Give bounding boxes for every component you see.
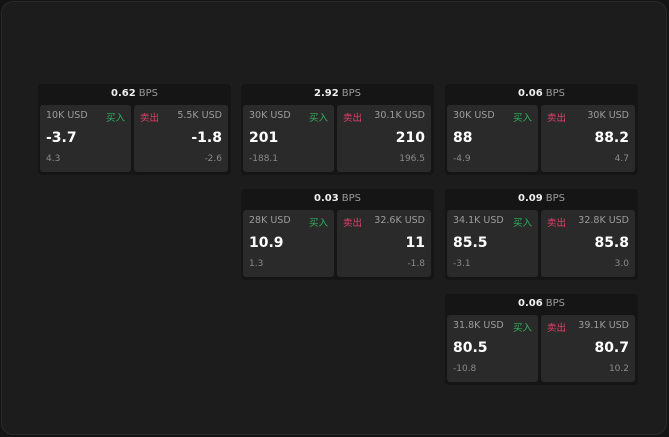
buy-label[interactable]: 买入 [512, 323, 532, 334]
ask-change: 4.7 [614, 154, 629, 164]
ask-size: 32.6K USD [374, 215, 425, 226]
quote-card: 0.62 BPS 10K USD 买入 -3.7 4.3 卖出 5.5K USD -1… [38, 84, 231, 175]
ask-size: 39.1K USD [578, 320, 629, 331]
spread-value: 2.92 [314, 88, 339, 99]
spread-header: 0.62 BPS [38, 84, 231, 105]
sell-panel[interactable]: 卖出 30K USD 88.2 4.7 [541, 105, 635, 172]
sell-panel[interactable]: 卖出 39.1K USD 80.7 10.2 [541, 315, 635, 382]
sell-label[interactable]: 卖出 [343, 218, 363, 229]
sell-label[interactable]: 卖出 [140, 113, 160, 124]
quote-card: 0.06 BPS 30K USD 买入 88 -4.9 卖出 30K USD 88.2… [445, 84, 638, 175]
ask-size: 30.1K USD [374, 110, 425, 121]
bid-change: -4.9 [453, 154, 471, 164]
buy-panel[interactable]: 34.1K USD 买入 85.5 -3.1 [447, 210, 538, 277]
buy-label[interactable]: 买入 [308, 218, 328, 229]
sell-label[interactable]: 卖出 [547, 323, 567, 334]
quote-card: 0.09 BPS 34.1K USD 买入 85.5 -3.1 卖出 32.8K US… [445, 189, 638, 280]
bid-change: 1.3 [249, 259, 264, 269]
ask-change: 196.5 [399, 154, 425, 164]
ask-price: 88.2 [594, 130, 629, 146]
quote-card: 0.03 BPS 28K USD 买入 10.9 1.3 卖出 32.6K USD 1… [241, 189, 434, 280]
sell-label[interactable]: 卖出 [547, 218, 567, 229]
buy-panel[interactable]: 30K USD 买入 88 -4.9 [447, 105, 538, 172]
ask-price: 11 [405, 235, 425, 251]
bid-size: 28K USD [249, 215, 291, 226]
spread-value: 0.06 [518, 298, 543, 309]
bid-price: -3.7 [46, 130, 77, 146]
spread-value: 0.62 [111, 88, 136, 99]
spread-unit: BPS [341, 88, 361, 99]
spread-unit: BPS [545, 298, 565, 309]
spread-header: 2.92 BPS [241, 84, 434, 105]
spread-header: 0.06 BPS [445, 84, 638, 105]
bid-price: 85.5 [453, 235, 488, 251]
spread-value: 0.03 [314, 193, 339, 204]
bid-size: 30K USD [453, 110, 495, 121]
bid-price: 80.5 [453, 340, 488, 356]
bid-size: 10K USD [46, 110, 88, 121]
spread-value: 0.06 [518, 88, 543, 99]
buy-panel[interactable]: 10K USD 买入 -3.7 4.3 [40, 105, 131, 172]
sell-label[interactable]: 卖出 [343, 113, 363, 124]
bid-change: -188.1 [249, 154, 279, 164]
ask-price: -1.8 [191, 130, 222, 146]
buy-label[interactable]: 买入 [105, 113, 125, 124]
buy-label[interactable]: 买入 [512, 218, 532, 229]
ask-change: 10.2 [608, 364, 629, 374]
spread-unit: BPS [545, 193, 565, 204]
quote-card: 2.92 BPS 30K USD 买入 201 -188.1 卖出 30.1K USD… [241, 84, 434, 175]
bid-change: 4.3 [46, 154, 61, 164]
ask-change: -2.6 [204, 154, 222, 164]
quote-card: 0.06 BPS 31.8K USD 买入 80.5 -10.8 卖出 39.1K U… [445, 294, 638, 385]
bid-size: 34.1K USD [453, 215, 504, 226]
spread-header: 0.06 BPS [445, 294, 638, 315]
spread-unit: BPS [138, 88, 158, 99]
ask-price: 85.8 [594, 235, 629, 251]
bid-price: 201 [249, 130, 279, 146]
sell-panel[interactable]: 卖出 32.6K USD 11 -1.8 [337, 210, 431, 277]
bid-size: 30K USD [249, 110, 291, 121]
ask-change: 3.0 [614, 259, 629, 269]
bid-price: 88 [453, 130, 473, 146]
ask-price: 80.7 [594, 340, 629, 356]
spread-unit: BPS [341, 193, 361, 204]
bid-change: -10.8 [453, 364, 477, 374]
spread-header: 0.03 BPS [241, 189, 434, 210]
spread-unit: BPS [545, 88, 565, 99]
ask-size: 5.5K USD [177, 110, 222, 121]
bid-size: 31.8K USD [453, 320, 504, 331]
bid-price: 10.9 [249, 235, 284, 251]
buy-label[interactable]: 买入 [512, 113, 532, 124]
bid-change: -3.1 [453, 259, 471, 269]
buy-label[interactable]: 买入 [308, 113, 328, 124]
spread-header: 0.09 BPS [445, 189, 638, 210]
spread-value: 0.09 [518, 193, 543, 204]
ask-change: -1.8 [407, 259, 425, 269]
sell-panel[interactable]: 卖出 5.5K USD -1.8 -2.6 [134, 105, 228, 172]
buy-panel[interactable]: 31.8K USD 买入 80.5 -10.8 [447, 315, 538, 382]
ask-size: 30K USD [587, 110, 629, 121]
sell-panel[interactable]: 卖出 32.8K USD 85.8 3.0 [541, 210, 635, 277]
sell-label[interactable]: 卖出 [547, 113, 567, 124]
sell-panel[interactable]: 卖出 30.1K USD 210 196.5 [337, 105, 431, 172]
buy-panel[interactable]: 28K USD 买入 10.9 1.3 [243, 210, 334, 277]
ask-size: 32.8K USD [578, 215, 629, 226]
buy-panel[interactable]: 30K USD 买入 201 -188.1 [243, 105, 334, 172]
ask-price: 210 [395, 130, 425, 146]
